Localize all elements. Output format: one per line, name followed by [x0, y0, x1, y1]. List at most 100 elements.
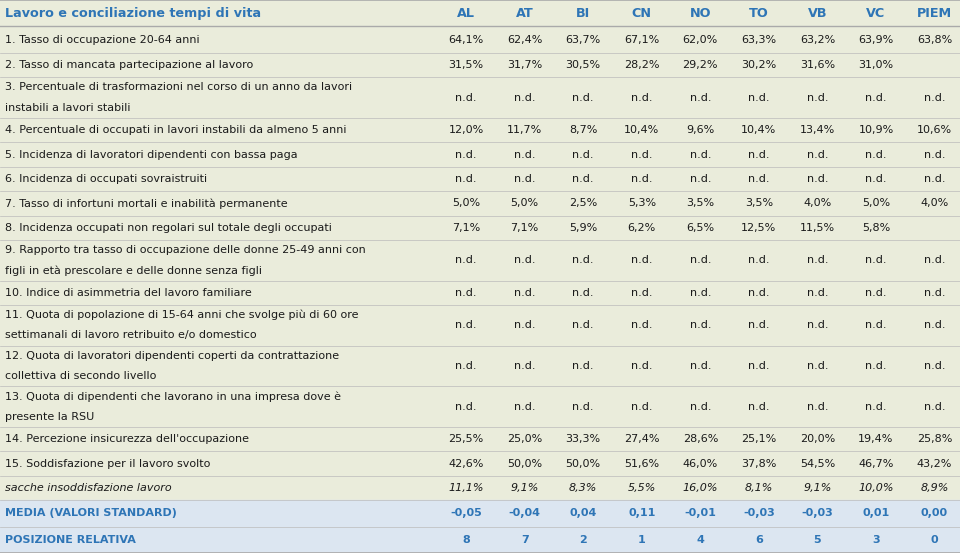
Text: 8,3%: 8,3% — [569, 483, 597, 493]
Text: n.d.: n.d. — [806, 320, 828, 330]
Text: 4: 4 — [696, 535, 705, 545]
Text: n.d.: n.d. — [806, 288, 828, 298]
Text: 37,8%: 37,8% — [741, 458, 777, 468]
Text: 46,7%: 46,7% — [858, 458, 894, 468]
Text: figli in età prescolare e delle donne senza figli: figli in età prescolare e delle donne se… — [5, 265, 262, 275]
Text: 3,5%: 3,5% — [745, 199, 773, 208]
Text: n.d.: n.d. — [924, 149, 946, 159]
Text: 2. Tasso di mancata partecipazione al lavoro: 2. Tasso di mancata partecipazione al la… — [5, 60, 253, 70]
Text: settimanali di lavoro retribuito e/o domestico: settimanali di lavoro retribuito e/o dom… — [5, 331, 256, 341]
Text: 5,0%: 5,0% — [511, 199, 539, 208]
Text: n.d.: n.d. — [572, 92, 594, 103]
Text: 10,9%: 10,9% — [858, 125, 894, 135]
Text: 11,1%: 11,1% — [448, 483, 484, 493]
Text: 46,0%: 46,0% — [683, 458, 718, 468]
Text: 0,00: 0,00 — [921, 508, 948, 518]
Text: 51,6%: 51,6% — [624, 458, 660, 468]
Text: 9,1%: 9,1% — [804, 483, 831, 493]
Bar — [0, 500, 960, 526]
Text: 30,2%: 30,2% — [741, 60, 777, 70]
Text: 64,1%: 64,1% — [448, 35, 484, 45]
Text: 31,0%: 31,0% — [858, 60, 894, 70]
Text: 9,6%: 9,6% — [686, 125, 714, 135]
Text: 6,2%: 6,2% — [628, 223, 656, 233]
Text: 8,1%: 8,1% — [745, 483, 773, 493]
Text: 27,4%: 27,4% — [624, 434, 660, 444]
Text: 7,1%: 7,1% — [511, 223, 539, 233]
Text: n.d.: n.d. — [514, 174, 536, 184]
Text: n.d.: n.d. — [455, 149, 477, 159]
Text: 12. Quota di lavoratori dipendenti coperti da contrattazione: 12. Quota di lavoratori dipendenti coper… — [5, 351, 339, 361]
Text: n.d.: n.d. — [514, 288, 536, 298]
Text: n.d.: n.d. — [689, 320, 711, 330]
Text: presente la RSU: presente la RSU — [5, 412, 94, 422]
Text: n.d.: n.d. — [924, 174, 946, 184]
Text: 29,2%: 29,2% — [683, 60, 718, 70]
Text: 0: 0 — [931, 535, 938, 545]
Text: 25,0%: 25,0% — [507, 434, 542, 444]
Text: AL: AL — [457, 7, 475, 20]
Text: 10. Indice di asimmetria del lavoro familiare: 10. Indice di asimmetria del lavoro fami… — [5, 288, 252, 298]
Text: POSIZIONE RELATIVA: POSIZIONE RELATIVA — [5, 535, 136, 545]
Text: 6,5%: 6,5% — [686, 223, 714, 233]
Text: n.d.: n.d. — [631, 320, 653, 330]
Text: 33,3%: 33,3% — [565, 434, 601, 444]
Text: n.d.: n.d. — [865, 92, 887, 103]
Text: -0,05: -0,05 — [450, 508, 482, 518]
Text: n.d.: n.d. — [924, 401, 946, 411]
Text: n.d.: n.d. — [748, 255, 770, 265]
Text: collettiva di secondo livello: collettiva di secondo livello — [5, 371, 156, 381]
Text: 0,01: 0,01 — [862, 508, 890, 518]
Text: 5,5%: 5,5% — [628, 483, 656, 493]
Text: 63,2%: 63,2% — [800, 35, 835, 45]
Text: 25,5%: 25,5% — [448, 434, 484, 444]
Text: 15. Soddisfazione per il lavoro svolto: 15. Soddisfazione per il lavoro svolto — [5, 458, 210, 468]
Text: n.d.: n.d. — [865, 320, 887, 330]
Text: 25,8%: 25,8% — [917, 434, 952, 444]
Text: n.d.: n.d. — [806, 174, 828, 184]
Text: 50,0%: 50,0% — [507, 458, 542, 468]
Text: 16,0%: 16,0% — [683, 483, 718, 493]
Text: n.d.: n.d. — [806, 149, 828, 159]
Text: n.d.: n.d. — [514, 92, 536, 103]
Text: 25,1%: 25,1% — [741, 434, 777, 444]
Text: sacche insoddisfazione lavoro: sacche insoddisfazione lavoro — [5, 483, 172, 493]
Text: n.d.: n.d. — [865, 401, 887, 411]
Text: 8: 8 — [462, 535, 470, 545]
Text: n.d.: n.d. — [572, 401, 594, 411]
Text: Lavoro e conciliazione tempi di vita: Lavoro e conciliazione tempi di vita — [5, 7, 261, 20]
Text: n.d.: n.d. — [455, 401, 477, 411]
Text: 11,7%: 11,7% — [507, 125, 542, 135]
Text: n.d.: n.d. — [455, 255, 477, 265]
Text: 7. Tasso di infortuni mortali e inabilità permanente: 7. Tasso di infortuni mortali e inabilit… — [5, 198, 288, 208]
Text: n.d.: n.d. — [806, 255, 828, 265]
Text: 7,1%: 7,1% — [452, 223, 480, 233]
Text: n.d.: n.d. — [865, 149, 887, 159]
Text: BI: BI — [576, 7, 590, 20]
Text: 6. Incidenza di occupati sovraistruiti: 6. Incidenza di occupati sovraistruiti — [5, 174, 207, 184]
Text: n.d.: n.d. — [572, 174, 594, 184]
Text: n.d.: n.d. — [514, 149, 536, 159]
Text: 28,2%: 28,2% — [624, 60, 660, 70]
Text: n.d.: n.d. — [631, 174, 653, 184]
Text: TO: TO — [749, 7, 769, 20]
Text: n.d.: n.d. — [514, 361, 536, 371]
Text: n.d.: n.d. — [865, 361, 887, 371]
Text: n.d.: n.d. — [689, 255, 711, 265]
Text: NO: NO — [689, 7, 711, 20]
Text: n.d.: n.d. — [572, 320, 594, 330]
Text: 3. Percentuale di trasformazioni nel corso di un anno da lavori: 3. Percentuale di trasformazioni nel cor… — [5, 82, 352, 92]
Text: n.d.: n.d. — [748, 401, 770, 411]
Text: 7: 7 — [520, 535, 529, 545]
Text: n.d.: n.d. — [924, 255, 946, 265]
Text: n.d.: n.d. — [631, 149, 653, 159]
Text: 5,3%: 5,3% — [628, 199, 656, 208]
Text: n.d.: n.d. — [455, 92, 477, 103]
Text: 11. Quota di popolazione di 15-64 anni che svolge più di 60 ore: 11. Quota di popolazione di 15-64 anni c… — [5, 310, 358, 320]
Text: -0,01: -0,01 — [684, 508, 716, 518]
Text: 5,0%: 5,0% — [862, 199, 890, 208]
Text: 1. Tasso di occupazione 20-64 anni: 1. Tasso di occupazione 20-64 anni — [5, 35, 200, 45]
Text: n.d.: n.d. — [631, 361, 653, 371]
Text: 2,5%: 2,5% — [569, 199, 597, 208]
Text: 11,5%: 11,5% — [800, 223, 835, 233]
